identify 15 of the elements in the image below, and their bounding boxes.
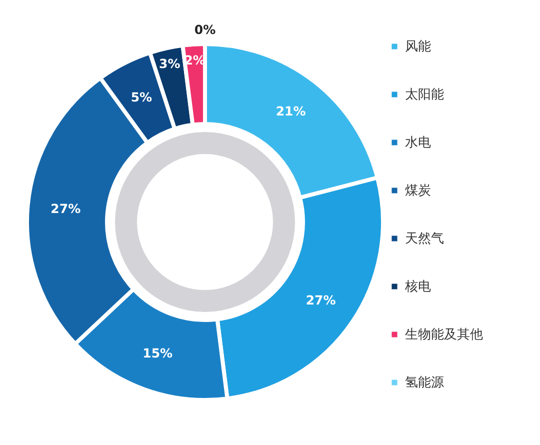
text: 0% xyxy=(194,22,216,37)
legend-label: 氢能源 xyxy=(405,376,444,390)
legend-label: 核电 xyxy=(404,280,431,294)
data-label: 3% xyxy=(159,56,181,71)
data-label: 27% xyxy=(50,200,82,216)
legend-label: 水电 xyxy=(405,136,431,150)
legend-label: 生物能及其他 xyxy=(405,328,483,342)
legend-label: 天然气 xyxy=(405,232,444,246)
legend-label: 煤炭 xyxy=(405,184,431,198)
legend-label: 风能 xyxy=(405,40,431,54)
data-label: 15% xyxy=(142,346,174,361)
data-label: 27% xyxy=(306,292,336,308)
legend-label: 太阳能 xyxy=(405,88,444,102)
data-label: 21% xyxy=(276,103,306,118)
data-label: 5% xyxy=(130,89,153,104)
